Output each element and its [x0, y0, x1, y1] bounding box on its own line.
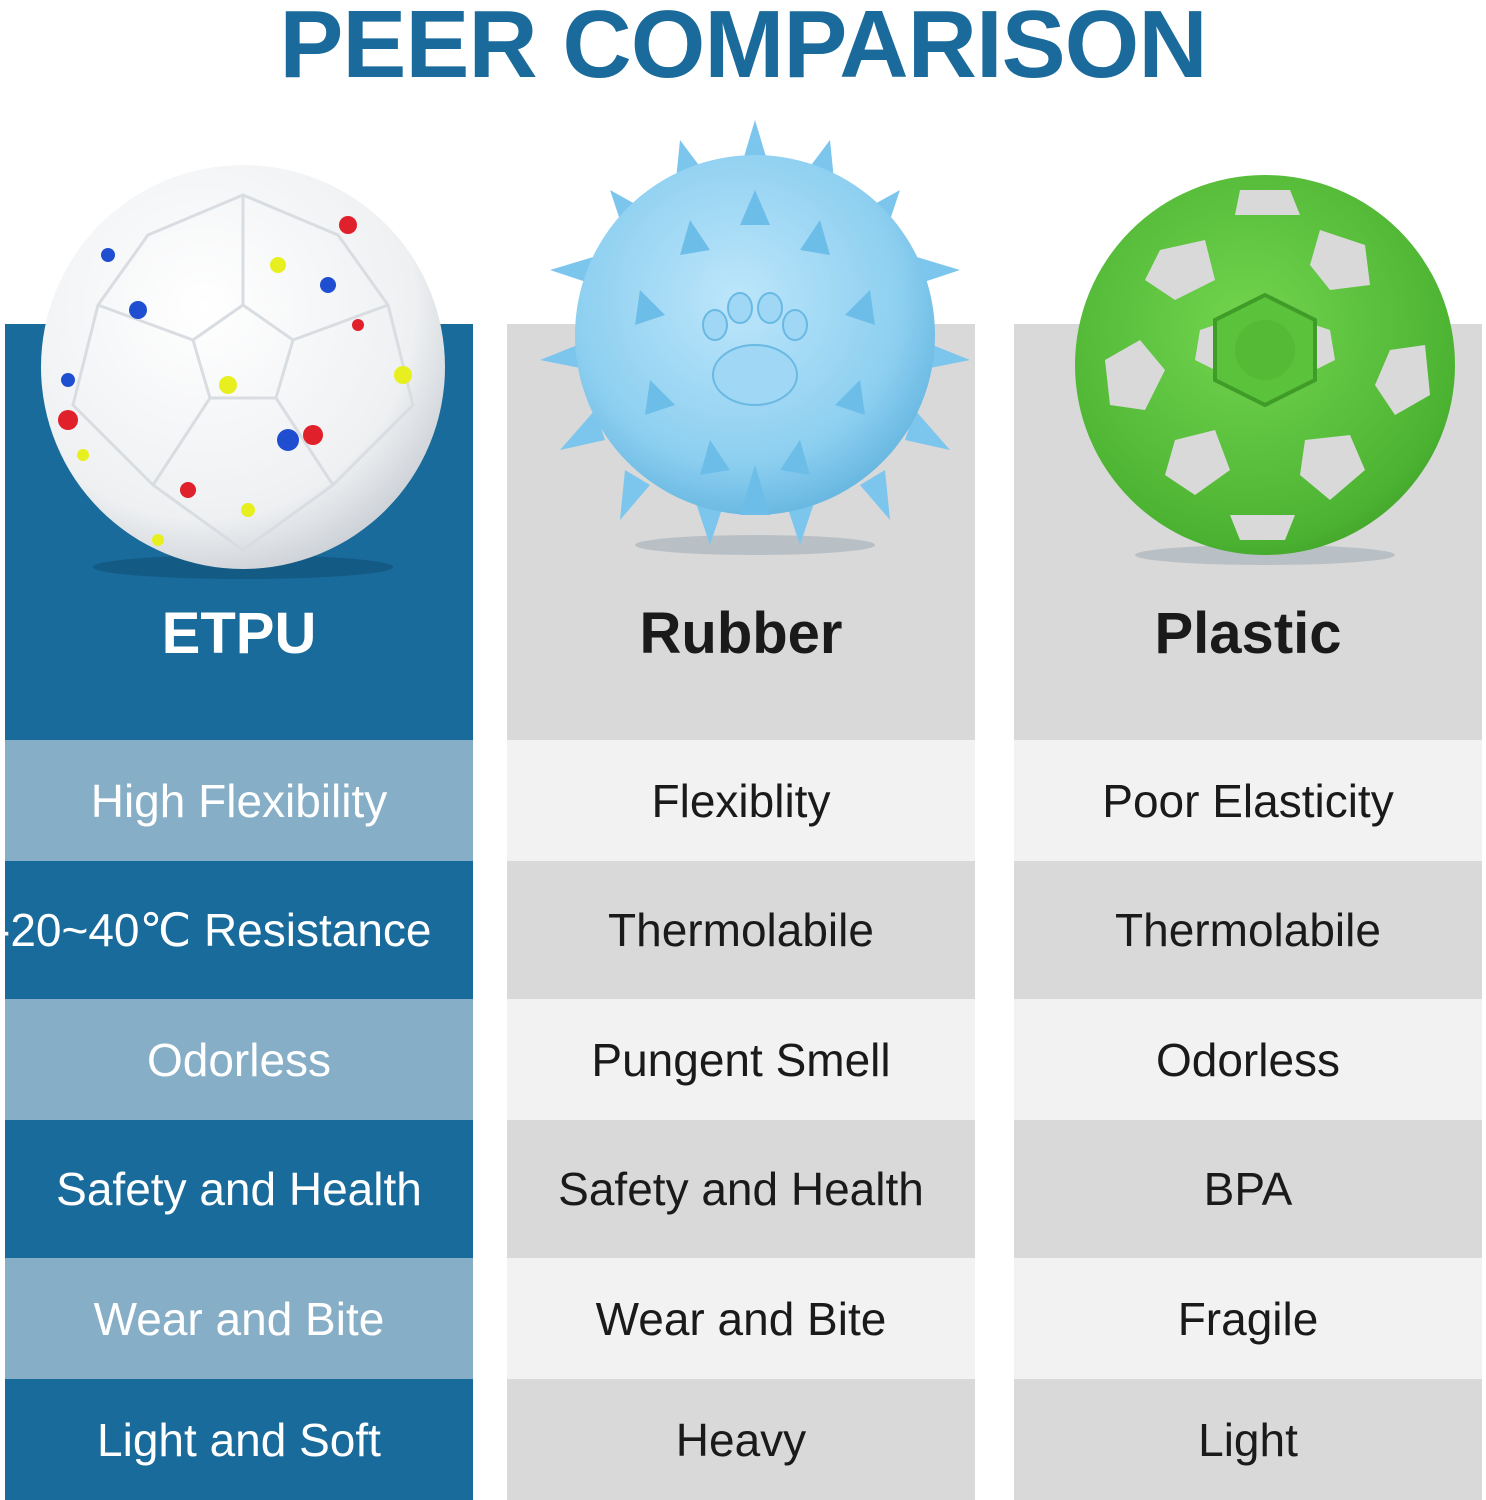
- etpu-row-3: Odorless: [5, 999, 473, 1120]
- column-rubber: Rubber Flexiblity Thermolabile Pungent S…: [507, 324, 975, 1500]
- plastic-ball-image: [1065, 170, 1465, 570]
- etpu-row-6: Light and Soft: [5, 1379, 473, 1500]
- column-etpu: ETPU High Flexibility -20~40℃ Resistance…: [0, 324, 473, 1500]
- plastic-row-1: Poor Elasticity: [1014, 740, 1482, 861]
- etpu-row-5: Wear and Bite: [5, 1258, 473, 1379]
- column-title-plastic: Plastic: [1154, 601, 1342, 666]
- etpu-ball-image: [28, 155, 458, 585]
- rubber-row-4: Safety and Health: [507, 1120, 975, 1258]
- etpu-row-2: -20~40℃ Resistance: [0, 861, 473, 999]
- page-title: PEER COMPARISON: [279, 0, 1207, 98]
- plastic-row-5: Fragile: [1014, 1258, 1482, 1379]
- column-title-rubber: Rubber: [639, 601, 843, 666]
- rubber-ball-image: [540, 120, 970, 560]
- etpu-row-1: High Flexibility: [5, 740, 473, 861]
- column-title-etpu: ETPU: [161, 601, 317, 666]
- rubber-row-6: Heavy: [507, 1379, 975, 1500]
- plastic-row-2: Thermolabile: [1014, 861, 1482, 999]
- rubber-row-1: Flexiblity: [507, 740, 975, 861]
- plastic-row-3: Odorless: [1014, 999, 1482, 1120]
- rubber-row-2: Thermolabile: [507, 861, 975, 999]
- rubber-row-3: Pungent Smell: [507, 999, 975, 1120]
- plastic-row-6: Light: [1014, 1379, 1482, 1500]
- plastic-row-4: BPA: [1014, 1120, 1482, 1258]
- rubber-row-5: Wear and Bite: [507, 1258, 975, 1379]
- etpu-row-4: Safety and Health: [5, 1120, 473, 1258]
